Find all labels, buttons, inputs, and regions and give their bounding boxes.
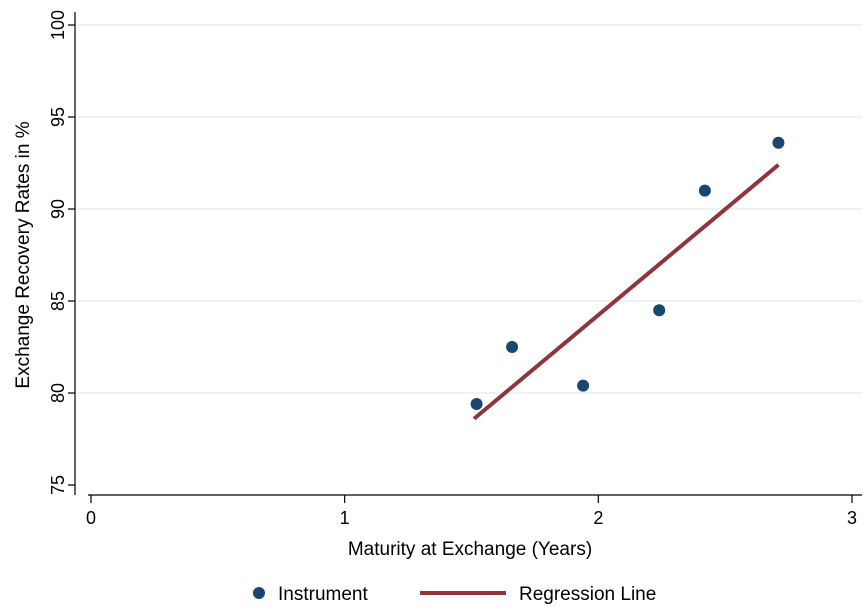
x-ticks: 0 1 2 3 (86, 495, 857, 528)
legend-instrument-label: Instrument (278, 584, 368, 605)
y-ticks: 75 80 85 90 95 100 (48, 10, 75, 495)
instrument-point (698, 184, 711, 197)
legend: Instrument Regression Line (253, 584, 656, 605)
instrument-point (653, 304, 666, 317)
instrument-point (506, 341, 519, 353)
y-axis-title: Exchange Recovery Rates in % (13, 121, 34, 388)
y-tick-label: 85 (48, 291, 68, 311)
instrument-point (470, 398, 483, 411)
x-axis-title: Maturity at Exchange (Years) (348, 539, 592, 560)
x-tick-label: 2 (593, 508, 603, 528)
x-tick-label: 3 (847, 508, 857, 528)
legend-instrument-marker (253, 587, 265, 599)
y-tick-label: 80 (48, 383, 68, 403)
regression-series (472, 163, 780, 421)
x-tick-label: 1 (340, 508, 350, 528)
instrument-series (470, 136, 785, 411)
y-tick-label: 95 (48, 107, 68, 127)
y-tick-label: 100 (48, 10, 68, 40)
grid-lines (76, 24, 862, 394)
x-tick-label: 0 (86, 508, 96, 528)
y-tick-label: 90 (48, 199, 68, 219)
regression-line (472, 163, 780, 421)
y-tick-label: 75 (48, 475, 68, 495)
instrument-point (772, 136, 785, 149)
axes (74, 12, 862, 496)
instrument-point (577, 379, 590, 392)
legend-regression-label: Regression Line (519, 584, 656, 605)
